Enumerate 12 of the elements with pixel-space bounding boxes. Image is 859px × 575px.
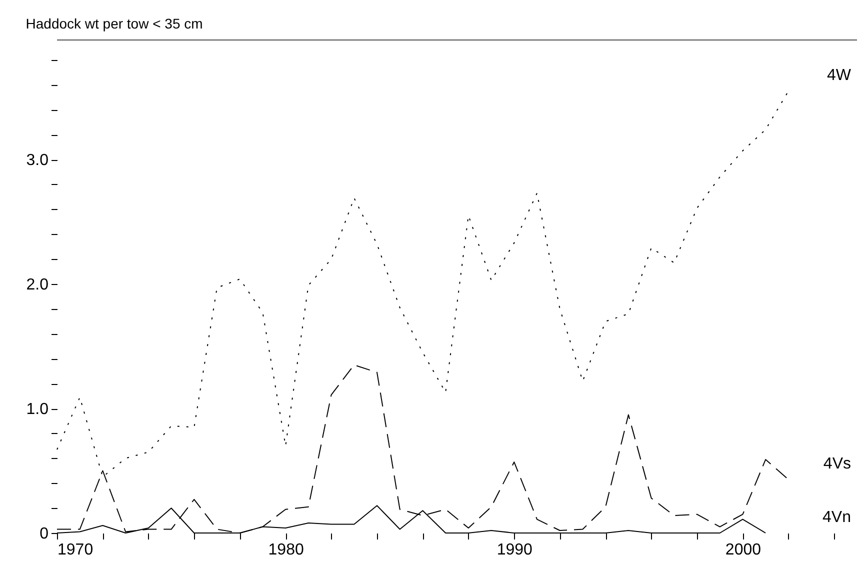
x-tick-label: 2000 <box>725 542 762 558</box>
x-tick-label: 1980 <box>268 542 304 558</box>
text: 4Vs <box>823 455 851 472</box>
x-tick-label: 1990 <box>496 542 533 558</box>
y-tick-label: 1.0 <box>26 401 49 418</box>
text: 4Vn <box>822 509 851 526</box>
x-tick-label: 1970 <box>58 542 94 558</box>
y-tick-label: 2.0 <box>26 276 49 294</box>
y-tick-label: 3.0 <box>26 152 49 170</box>
chart-title: Haddock wt per tow < 35 cm <box>26 15 203 32</box>
text: 4W <box>827 67 852 84</box>
y-tick-label: 0 <box>40 526 49 542</box>
